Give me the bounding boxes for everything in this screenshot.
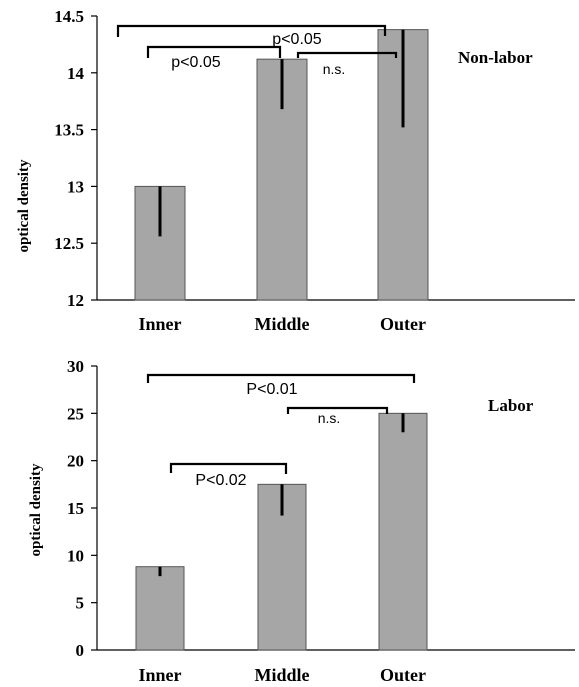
y-tick-label: 10: [67, 546, 84, 565]
y-tick-label: 12.5: [54, 234, 84, 253]
y-tick-label: 5: [76, 594, 85, 613]
significance-bracket: [146, 373, 416, 383]
panel-label: Labor: [488, 396, 534, 415]
bar: [135, 566, 185, 651]
significance-label: P<0.02: [195, 472, 246, 489]
category-label: Middle: [254, 314, 309, 334]
y-axis-label: optical density: [28, 463, 44, 556]
significance-label: n.s.: [323, 61, 346, 77]
y-tick-label: 13.5: [54, 121, 84, 140]
bar: [377, 29, 429, 301]
category-label: Inner: [138, 314, 181, 334]
significance-label: p<0.05: [272, 31, 321, 48]
category-label: Inner: [138, 665, 181, 685]
significance-bracket: [116, 24, 387, 37]
labor-panel: optical density 0 5 10 15 20 25 30 Inner Middle…: [28, 357, 575, 685]
significance-bracket: [169, 462, 288, 474]
significance-bracket: [286, 406, 389, 414]
y-tick-label: 15: [67, 499, 84, 518]
y-axis-label: optical density: [16, 159, 32, 252]
y-tick-label: 12: [67, 291, 84, 310]
panel-label: Non-labor: [458, 48, 533, 67]
y-tick-label: 20: [67, 452, 84, 471]
bar: [378, 412, 428, 651]
y-tick-label: 0: [76, 641, 85, 660]
category-label: Outer: [380, 314, 426, 334]
category-label: Outer: [380, 665, 426, 685]
significance-label: P<0.01: [246, 381, 297, 398]
y-tick-label: 25: [67, 404, 84, 423]
significance-label: n.s.: [318, 410, 341, 426]
significance-bracket: [296, 51, 398, 58]
y-tick-label: 14.5: [54, 7, 84, 26]
y-tick-label: 14: [67, 64, 85, 83]
significance-label: p<0.05: [171, 54, 220, 71]
non-labor-panel: optical density 12 12.5 13 13.5 14 14.5 Inner…: [16, 7, 575, 334]
significance-bracket: [146, 45, 282, 58]
category-label: Middle: [254, 665, 309, 685]
y-tick-label: 13: [67, 177, 84, 196]
y-tick-label: 30: [67, 357, 84, 376]
